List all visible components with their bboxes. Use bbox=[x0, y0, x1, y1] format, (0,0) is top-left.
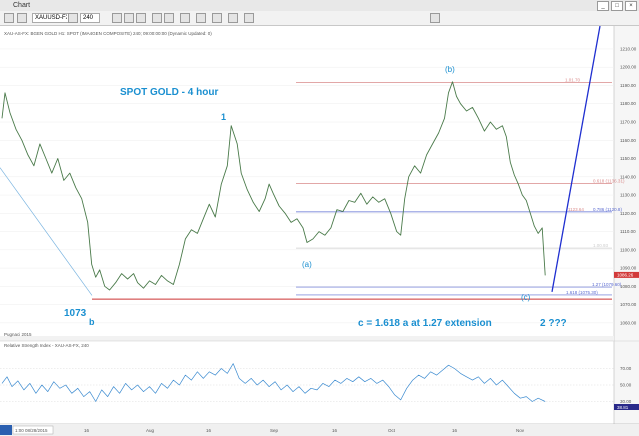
zoom-icon[interactable] bbox=[180, 13, 190, 23]
wave-1-label: 1 bbox=[221, 112, 226, 122]
price-tick-label: 1110.00 bbox=[620, 229, 636, 234]
last-price-tag: 1086.26 bbox=[614, 271, 639, 278]
x-tick-label: Sep bbox=[270, 428, 279, 433]
minimize-button[interactable]: _ bbox=[597, 1, 609, 11]
bar-style-icon[interactable] bbox=[112, 13, 122, 23]
price-tick-label: 1090.00 bbox=[620, 266, 637, 271]
wave-b-label: (b) bbox=[445, 65, 455, 74]
chart-title: SPOT GOLD - 4 hour bbox=[120, 87, 218, 98]
maximize-button[interactable]: □ bbox=[611, 1, 623, 11]
fib-level-label: 0.618 (1136.31) bbox=[593, 179, 625, 184]
rsi-last-tag bbox=[614, 404, 639, 410]
template-icon[interactable] bbox=[228, 13, 238, 23]
svg-text:1086.26: 1086.26 bbox=[617, 272, 634, 277]
print-icon[interactable] bbox=[244, 13, 254, 23]
fib-level-label: 1123.64 bbox=[568, 207, 584, 212]
search-icon[interactable] bbox=[68, 13, 78, 23]
time-axis[interactable] bbox=[0, 424, 639, 436]
candle-style-icon[interactable] bbox=[124, 13, 134, 23]
line-style-icon[interactable] bbox=[136, 13, 146, 23]
time-axis-icon[interactable] bbox=[0, 425, 12, 435]
fib-level-label: 1.00.93 bbox=[593, 243, 609, 248]
price-tick-label: 1120.00 bbox=[620, 211, 636, 216]
target-annotation: c = 1.618 a at 1.27 extension bbox=[358, 318, 492, 329]
rsi-tick-label: 70.00 bbox=[620, 366, 632, 371]
source-label: Pugnaci 2015 bbox=[4, 332, 32, 337]
price-tick-label: 1210.00 bbox=[620, 46, 637, 51]
price-tick-label: 1140.00 bbox=[620, 174, 636, 179]
rsi-series bbox=[1, 363, 546, 402]
price-tick-label: 1060.00 bbox=[620, 320, 637, 325]
settings-icon[interactable] bbox=[212, 13, 222, 23]
x-tick-label: 16 bbox=[206, 428, 212, 433]
fib-level-label: 1.01.70 bbox=[565, 77, 581, 82]
date-box: 1:00 08/28/2015 bbox=[15, 428, 48, 433]
b-trendline[interactable] bbox=[0, 167, 93, 296]
fib-level-label: 1.618 (1075.30) bbox=[566, 290, 598, 295]
price-tick-label: 1170.00 bbox=[620, 120, 636, 125]
rsi-tick-label: 50.00 bbox=[620, 383, 632, 388]
rsi-tick-label: 30.00 bbox=[620, 399, 632, 404]
x-tick-label: 16 bbox=[452, 428, 458, 433]
symbol-input[interactable] bbox=[32, 13, 70, 23]
lock-icon[interactable] bbox=[430, 13, 440, 23]
x-tick-label: Nov bbox=[516, 428, 525, 433]
low-price-label: 1073 bbox=[64, 308, 87, 319]
fib-level-label: 0.786 (1120.8) bbox=[593, 207, 622, 212]
window-controls: _ □ × bbox=[597, 1, 637, 11]
wave-c-label: (c) bbox=[521, 293, 531, 302]
wave-2-question: 2 ??? bbox=[540, 318, 567, 329]
draw-tool-icon[interactable] bbox=[164, 13, 174, 23]
x-tick-label: 16 bbox=[84, 428, 90, 433]
fib-level-label: 1.27 (1079.60) bbox=[592, 282, 622, 287]
scroll-icon[interactable] bbox=[196, 13, 206, 23]
wave-b-low-label: b bbox=[89, 317, 95, 327]
indicator-icon[interactable] bbox=[152, 13, 162, 23]
price-tick-label: 1150.00 bbox=[620, 156, 636, 161]
chart-header: XAU-AS-FX: BGEN GOLD H1: SPOT (IMA4GEN C… bbox=[4, 31, 212, 36]
chart-canvas[interactable]: XAU-AS-FX: BGEN GOLD H1: SPOT (IMA4GEN C… bbox=[0, 26, 639, 436]
price-tick-label: 1080.00 bbox=[620, 284, 637, 289]
period-input[interactable] bbox=[80, 13, 100, 23]
price-tick-label: 1180.00 bbox=[620, 101, 636, 106]
price-tick-label: 1160.00 bbox=[620, 138, 636, 143]
price-axis[interactable] bbox=[614, 26, 639, 436]
rsi-panel-label: Relative Strength Index - XAU-AS-FX, 240 bbox=[4, 343, 89, 348]
rsi-last-value: 38.81 bbox=[617, 405, 629, 410]
window-title: Chart bbox=[13, 2, 31, 9]
price-series bbox=[1, 81, 546, 291]
price-tick-label: 1130.00 bbox=[620, 193, 636, 198]
projection-trendline[interactable] bbox=[551, 26, 601, 292]
chart-menu-icon[interactable] bbox=[4, 13, 14, 23]
close-button[interactable]: × bbox=[625, 1, 637, 11]
link-icon[interactable] bbox=[17, 13, 27, 23]
x-tick-label: Aug bbox=[146, 428, 155, 433]
x-tick-label: Oct bbox=[388, 428, 396, 433]
wave-a-label: (a) bbox=[302, 260, 312, 269]
price-tick-label: 1200.00 bbox=[620, 65, 637, 70]
price-tick-label: 1190.00 bbox=[620, 83, 636, 88]
x-tick-label: 16 bbox=[332, 428, 338, 433]
price-tick-label: 1070.00 bbox=[620, 302, 637, 307]
price-tick-label: 1100.00 bbox=[620, 247, 636, 252]
chart-toolbar bbox=[0, 11, 639, 26]
